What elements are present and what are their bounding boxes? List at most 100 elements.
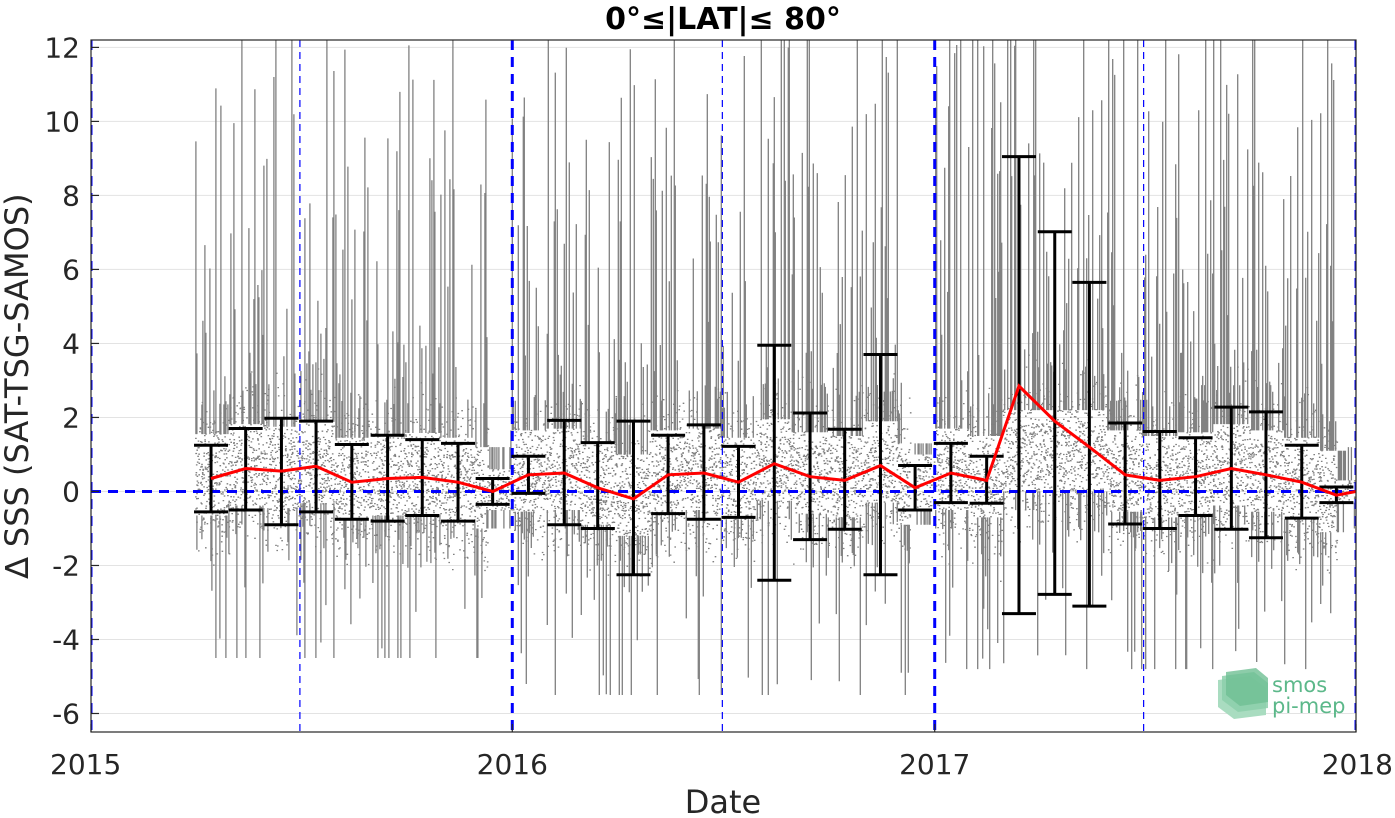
scatter-point (1119, 382, 1122, 546)
scatter-point (1004, 369, 1007, 509)
scatter-point (708, 196, 712, 545)
scatter-point (1103, 374, 1107, 554)
scatter-point (825, 450, 829, 576)
smos-pimep-logo: smos pi-mep (1218, 668, 1345, 719)
scatter-point (674, 185, 678, 531)
scatter-point (409, 420, 413, 658)
scatter-point (352, 448, 356, 543)
scatter-point (1212, 273, 1215, 670)
scatter-point (533, 397, 537, 531)
logo-text-smos: smos (1272, 673, 1327, 697)
scatter-point (272, 429, 276, 529)
scatter-point (283, 356, 287, 528)
scatter-point (771, 409, 774, 535)
scatter-point (345, 412, 349, 566)
scatter-point (1307, 231, 1311, 527)
scatter-point (571, 434, 574, 496)
scatter-point (660, 400, 664, 546)
scatter-point (487, 475, 491, 529)
scatter-point (788, 40, 792, 520)
scatter-point (1274, 444, 1277, 516)
scatter-point (790, 411, 793, 501)
logo-stack-icon (1218, 668, 1268, 719)
scatter-point (823, 449, 826, 497)
scatter-point (681, 418, 684, 512)
scatter-point (853, 465, 857, 567)
scatter-point (876, 385, 880, 568)
y-tick-label: 2 (62, 401, 80, 434)
scatter-point (698, 433, 702, 695)
scatter-point (1112, 59, 1116, 504)
scatter-point (435, 464, 439, 658)
scatter-point (207, 441, 211, 500)
y-tick-label: 10 (44, 105, 80, 138)
scatter-point (604, 453, 607, 532)
scatter-point (1340, 450, 1344, 502)
scatter-point (423, 436, 427, 533)
scatter-point (784, 180, 788, 518)
scatter-point (940, 240, 944, 558)
scatter-point (247, 435, 251, 517)
scatter-point (1025, 366, 1029, 528)
scatter-point (1072, 442, 1075, 531)
scatter-point (1219, 429, 1222, 566)
scatter-point (1214, 343, 1217, 574)
scatter-point (1073, 416, 1077, 500)
scatter-point (635, 466, 638, 535)
scatter-point (684, 441, 687, 545)
y-axis-label: ∆ SSS (SAT-TSG-SAMOS) (0, 193, 36, 579)
logo-text-pimep: pi-mep (1272, 694, 1345, 718)
scatter-point (664, 447, 667, 552)
scatter-point (700, 432, 703, 491)
scatter-point (800, 434, 803, 531)
y-tick-label: -4 (52, 623, 80, 656)
y-tick-label: -2 (52, 549, 80, 582)
scatter-point (762, 384, 766, 513)
scatter-point (872, 242, 876, 512)
scatter-point (1020, 204, 1023, 487)
scatter-point (444, 130, 448, 546)
scatter-point (647, 430, 651, 586)
scatter-point (1138, 376, 1141, 491)
x-tick-label: 2015 (50, 748, 121, 781)
scatter-point (215, 88, 219, 658)
scatter-point (1059, 344, 1062, 497)
chart-title: 0°≤|LAT|≤ 80° (605, 2, 841, 37)
scatter-point (930, 443, 934, 499)
scatter-point (1224, 206, 1228, 536)
scatter-point (1056, 410, 1059, 487)
scatter-point (1065, 369, 1068, 656)
scatter-point (336, 363, 340, 542)
scatter-point (1014, 45, 1017, 486)
scatter-point (787, 47, 791, 495)
y-tick-label: 8 (62, 179, 80, 212)
scatter-point (1011, 176, 1014, 509)
scatter-point (234, 309, 238, 506)
scatter-point (1169, 406, 1172, 536)
scatter-point (1234, 349, 1237, 496)
scatter-point (656, 461, 660, 695)
scatter-point (1126, 435, 1130, 512)
scatter-point (692, 447, 695, 533)
scatter-point (615, 397, 619, 529)
scatter-point (983, 46, 986, 609)
scatter-point (816, 173, 820, 511)
scatter-point (798, 388, 802, 550)
scatter-point (323, 358, 327, 549)
scatter-point (582, 435, 585, 538)
scatter-point (1338, 450, 1342, 500)
scatter-point (252, 386, 255, 523)
scatter-point (1262, 172, 1265, 509)
mean-line (210, 383, 1356, 501)
scatter-point (815, 405, 818, 545)
scatter-point (1166, 311, 1169, 573)
scatter-point (1069, 409, 1072, 506)
x-axis-label: Date (685, 783, 761, 818)
y-tick-label: 0 (62, 475, 80, 508)
scatter-point (439, 403, 443, 546)
scatter-point (367, 187, 371, 566)
scatter-point (459, 425, 463, 519)
scatter-point (320, 333, 324, 643)
scatter-point (628, 424, 632, 593)
scatter-point (550, 406, 553, 506)
